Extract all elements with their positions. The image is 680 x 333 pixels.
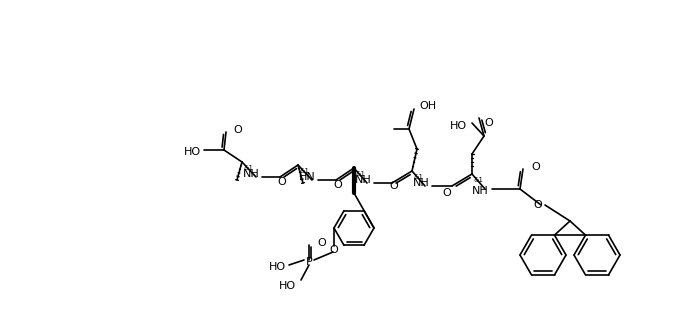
Text: NH: NH [243, 169, 260, 179]
Text: O: O [485, 118, 494, 128]
Text: P: P [305, 257, 312, 267]
Text: &1: &1 [244, 165, 254, 171]
Text: NH: NH [355, 175, 372, 185]
Text: O: O [390, 181, 398, 191]
Text: O: O [531, 162, 540, 172]
Text: OH: OH [419, 101, 436, 111]
Text: O: O [334, 180, 342, 190]
Text: &1: &1 [414, 174, 424, 180]
Text: HN: HN [299, 172, 316, 182]
Text: HO: HO [269, 262, 286, 272]
Text: O: O [233, 125, 242, 135]
Text: HO: HO [279, 281, 296, 291]
Text: O: O [277, 177, 286, 187]
Text: O: O [443, 188, 452, 198]
Text: O: O [533, 200, 542, 210]
Text: O: O [330, 245, 339, 255]
Text: &1: &1 [300, 168, 310, 174]
Text: NH: NH [472, 186, 489, 196]
Text: O: O [317, 238, 326, 248]
Text: NH: NH [413, 178, 430, 188]
Text: &1: &1 [356, 171, 366, 177]
Text: &1: &1 [474, 177, 484, 183]
Text: HO: HO [450, 121, 467, 131]
Text: HO: HO [184, 147, 201, 157]
